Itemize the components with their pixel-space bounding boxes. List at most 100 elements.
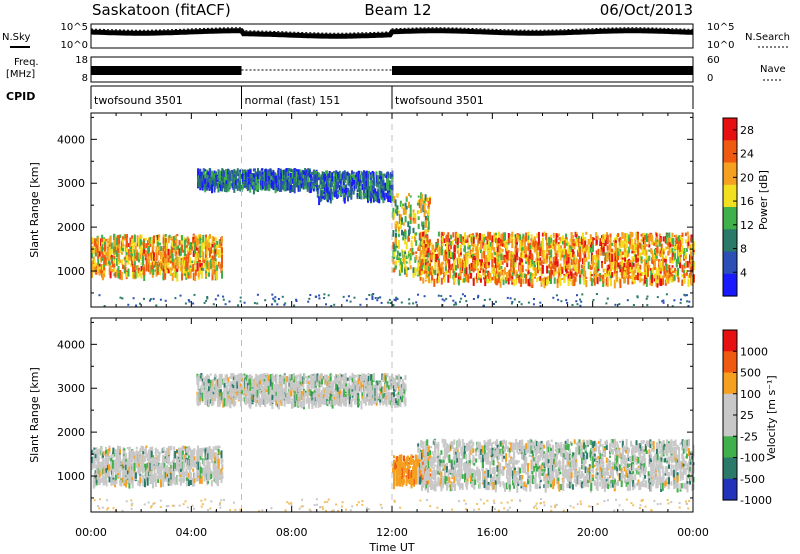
echo-cell [117,449,120,453]
echo-cell [512,272,515,276]
echo-cell [98,448,101,454]
echo-cell [474,261,477,271]
echo-cell [628,274,631,278]
echo-cell [653,248,656,255]
echo-cell [460,266,463,273]
echo-cell [194,273,197,282]
echo-cell [655,255,658,259]
echo-cell [392,304,395,307]
echo-cell [277,298,280,300]
echo-cell [552,269,555,277]
echo-cell [405,241,408,250]
echo-cell [363,171,366,181]
echo-cell [662,299,665,302]
echo-cell [414,213,417,218]
echo-cell [412,209,415,213]
echo-cell [555,233,558,243]
echo-cell [637,266,640,272]
echo-cell [128,248,131,258]
echo-cell [121,297,124,300]
echo-cell [607,269,610,277]
echo-cell [94,476,97,479]
echo-cell [500,249,503,254]
echo-cell [201,174,204,184]
echo-cell [291,169,294,173]
echo-cell [314,174,317,182]
echo-cell [504,243,506,248]
echo-cell [525,261,528,264]
echo-cell [167,257,170,263]
echo-cell [423,253,426,258]
echo-cell [474,276,477,280]
echo-cell [558,276,561,284]
echo-cell [380,171,383,176]
echo-cell [333,303,336,306]
echo-cell [585,257,588,262]
echo-cell [561,254,564,258]
echo-cell [124,256,127,262]
echo-cell [259,185,262,190]
echo-cell [178,257,181,266]
echo-cell [577,267,579,274]
echo-cell [643,245,646,254]
echo-cell [376,193,379,198]
echo-cell [93,479,96,483]
echo-cell [683,273,686,278]
echo-cell [579,238,582,243]
echo-cell [619,279,622,289]
echo-cell [412,267,415,273]
echo-cell [635,263,638,269]
echo-cell [518,300,521,303]
echo-cell [203,301,206,304]
echo-cell [467,274,470,283]
echo-cell [98,267,101,276]
echo-cell [589,271,592,277]
echo-cell [478,238,481,244]
echo-cell [297,175,300,179]
echo-cell [570,259,573,266]
echo-cell [235,170,238,177]
echo-cell [536,251,539,256]
echo-cell [641,237,644,240]
echo-cell [524,254,526,259]
echo-cell [202,267,205,272]
echo-cell [174,235,177,239]
echo-cell [593,267,596,274]
echo-cell [548,264,551,269]
echo-cell [479,241,482,250]
echo-cell [220,174,223,181]
echo-cell [409,195,412,198]
echo-cell [113,240,116,244]
echo-cell [462,278,464,283]
echo-cell [336,174,339,179]
echo-cell [325,184,327,193]
echo-cell [636,233,639,242]
echo-cell [612,244,615,247]
colorbar-segment [723,162,737,186]
echo-cell [183,260,186,267]
echo-cell [484,243,487,251]
echo-cell [671,253,674,263]
echo-cell [271,293,274,296]
echo-cell [214,271,217,279]
echo-cell [443,255,445,261]
echo-cell [419,199,422,204]
echo-cell [514,263,517,268]
echo-cell [115,456,118,466]
echo-cell [143,272,146,281]
echo-cell [417,199,420,203]
echo-cell [111,261,114,268]
echo-cell [228,181,231,188]
echo-cell [120,271,123,281]
echo-cell [602,278,605,282]
echo-cell [242,173,244,182]
echo-cell [631,262,634,267]
echo-cell [270,169,273,175]
echo-cell [579,245,582,249]
echo-cell [556,234,559,238]
echo-cell [621,271,624,279]
echo-cell [347,295,350,298]
echo-cell [591,237,594,246]
echo-cell [685,272,688,276]
echo-cell [550,262,553,267]
